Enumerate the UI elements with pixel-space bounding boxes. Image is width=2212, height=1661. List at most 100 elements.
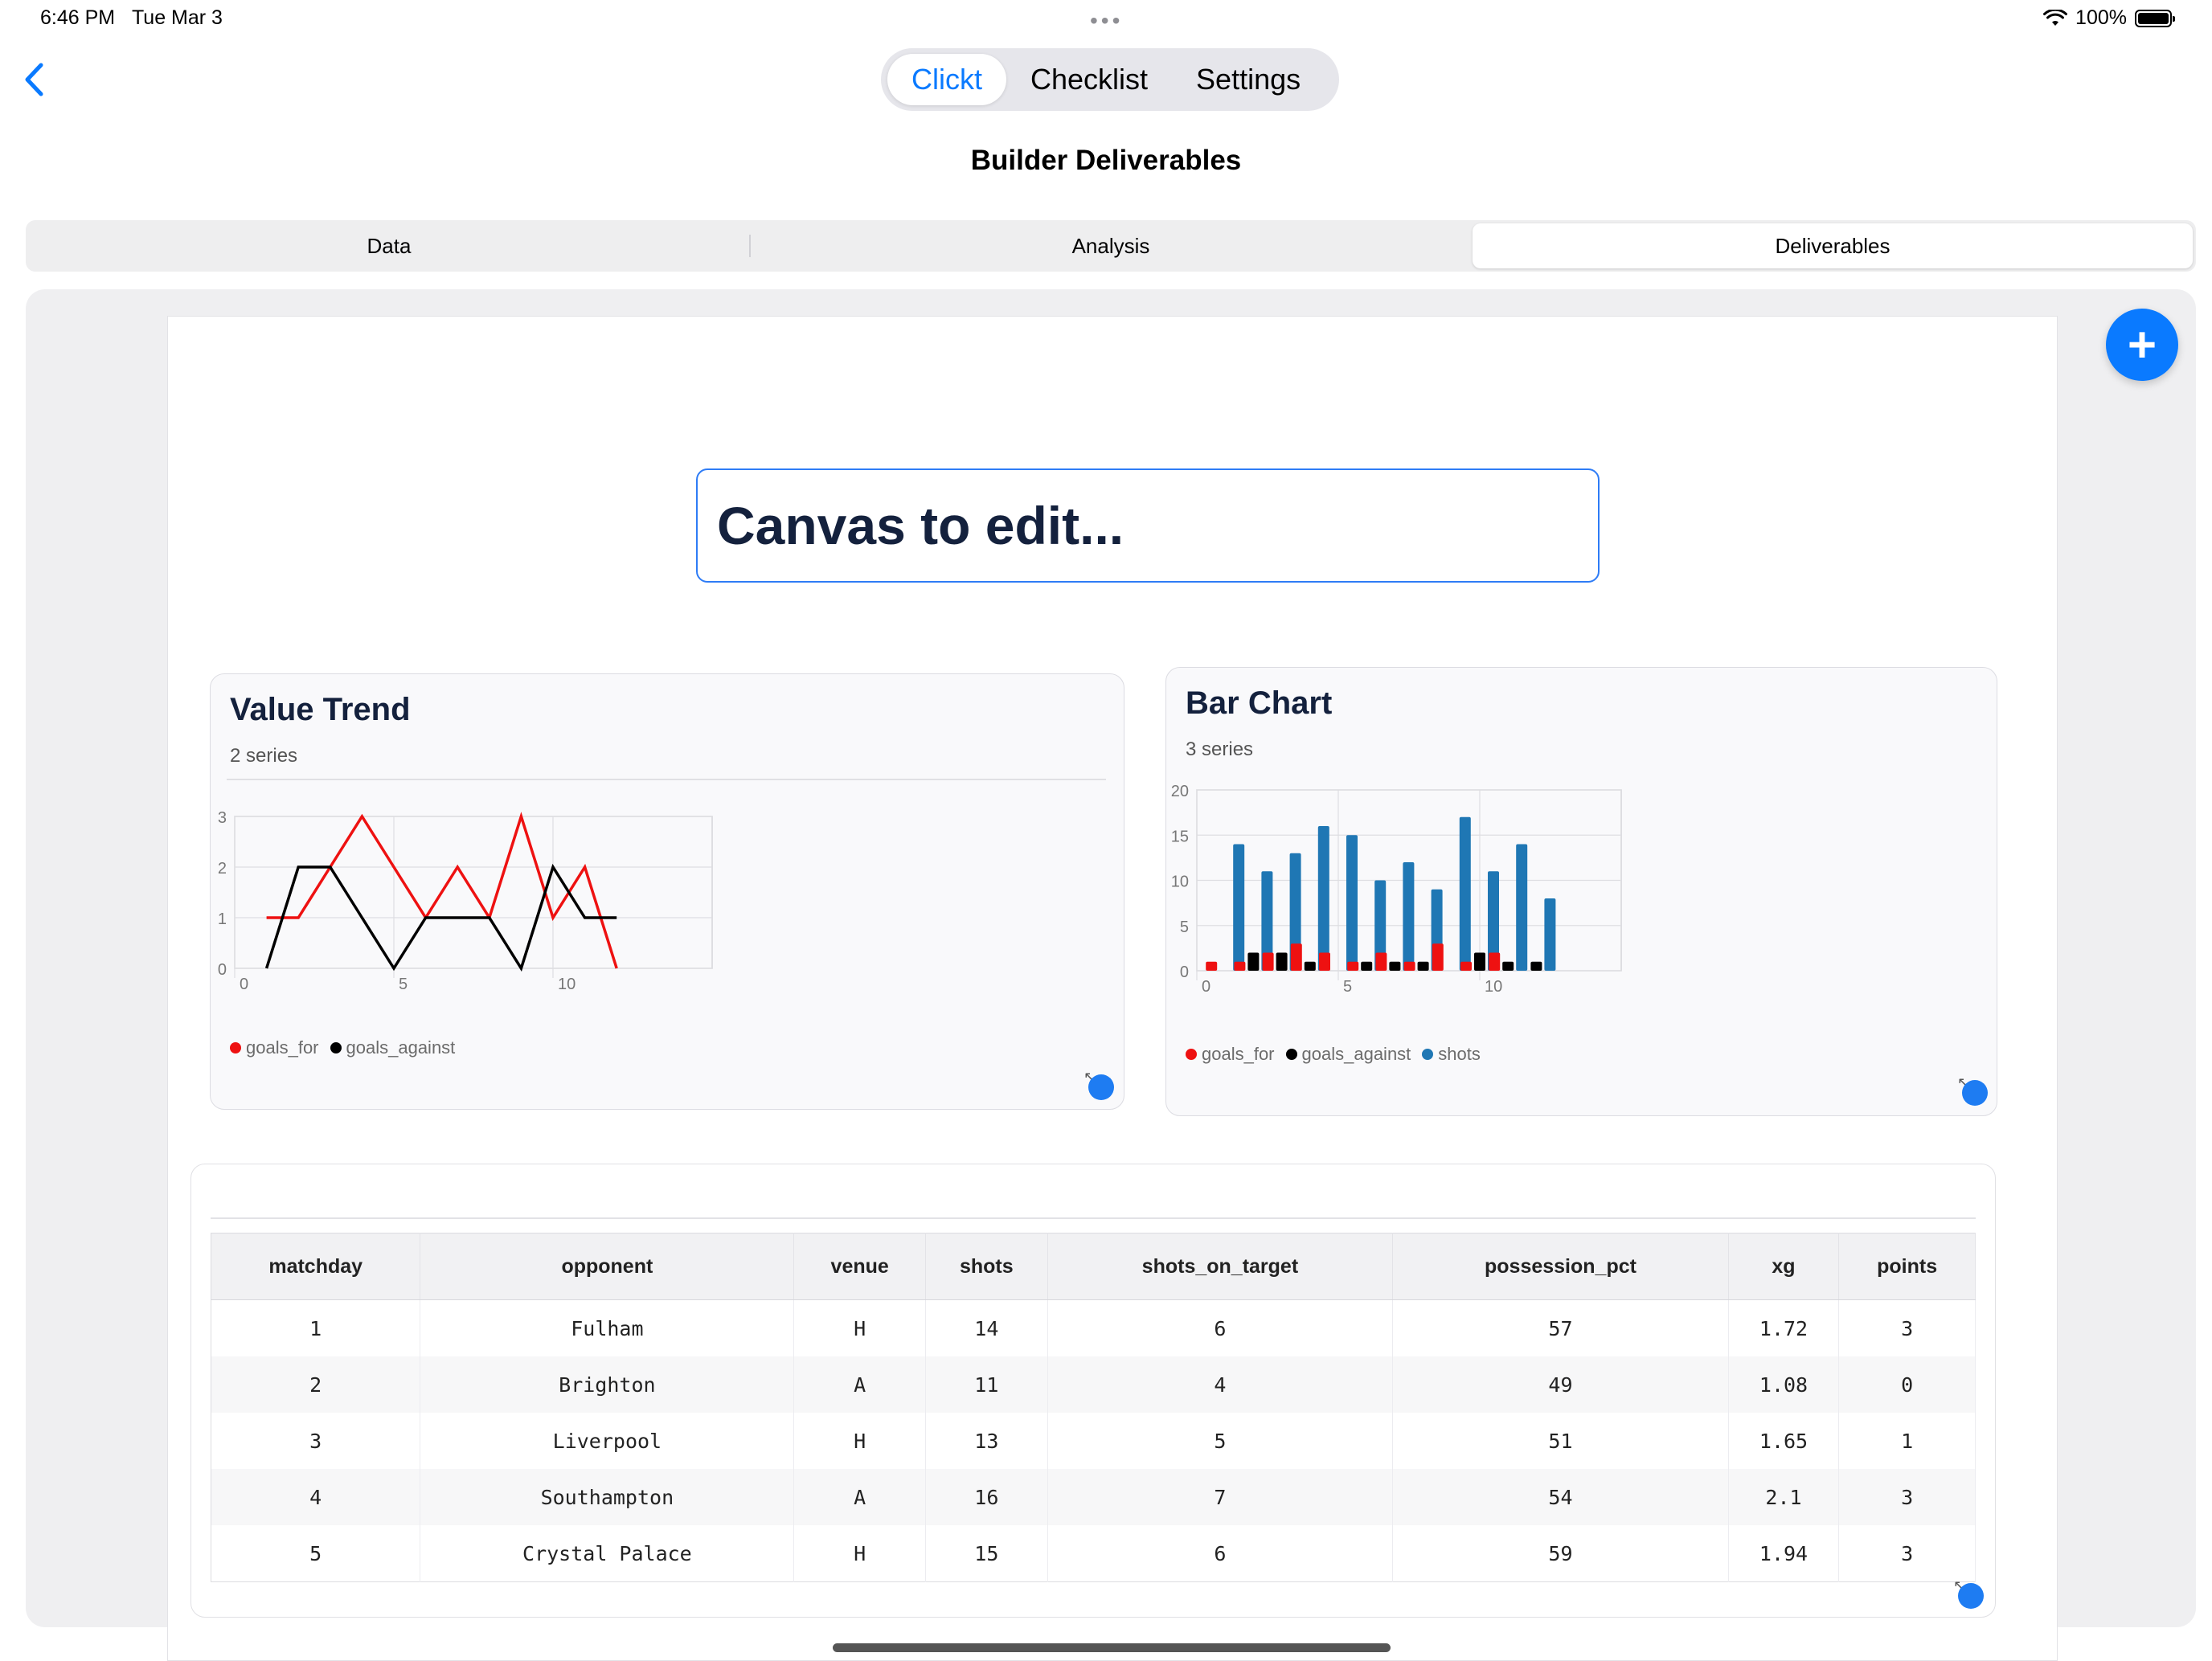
- y-tick-label: 2: [218, 860, 227, 878]
- back-button[interactable]: [16, 58, 51, 101]
- column-header-venue[interactable]: venue: [793, 1233, 927, 1300]
- table-row[interactable]: 5 Crystal Palace H 15 6 59 1.94 3: [211, 1525, 1976, 1582]
- bar-goals_for: [1460, 961, 1472, 971]
- y-tick-label: 1: [218, 910, 227, 928]
- top-tab-settings[interactable]: Settings: [1196, 63, 1301, 96]
- bar-goals_against: [1389, 961, 1401, 971]
- resize-handle[interactable]: [1958, 1583, 1984, 1609]
- section-tabs: Data Analysis Deliverables: [26, 220, 2196, 272]
- table-cell-shots_on_target: 6: [1047, 1299, 1394, 1356]
- y-tick-label: 0: [1180, 963, 1189, 981]
- line-chart-legend: goals_for goals_against: [230, 1037, 455, 1058]
- bar-chart-legend: goals_for goals_against shots: [1186, 1044, 1481, 1065]
- home-indicator[interactable]: [833, 1643, 1391, 1652]
- x-tick-label: 5: [1343, 978, 1352, 996]
- multitasking-dots-icon[interactable]: •••: [1090, 8, 1124, 33]
- table-header-row: matchday opponent venue shots shots_on_targe…: [211, 1233, 1976, 1300]
- table-cell-matchday: 3: [211, 1413, 421, 1469]
- status-right: 100%: [2043, 6, 2175, 30]
- y-tick-label: 20: [1171, 783, 1189, 800]
- table-cell-opponent: Brighton: [420, 1356, 795, 1413]
- tab-analysis[interactable]: Analysis: [1071, 233, 1150, 258]
- canvas-title-field[interactable]: Canvas to edit...: [696, 468, 1600, 583]
- resize-handle[interactable]: [1962, 1080, 1988, 1106]
- resize-handle[interactable]: [1088, 1074, 1114, 1100]
- tab-data[interactable]: Data: [367, 233, 412, 258]
- table-cell-venue: H: [793, 1525, 927, 1582]
- top-tab-clickt[interactable]: Clickt: [887, 54, 1006, 105]
- table-divider: [211, 1217, 1976, 1219]
- bar-chart-plot: 0 5 10 15 20 0 5 10: [1171, 783, 1622, 996]
- column-header-matchday[interactable]: matchday: [211, 1233, 421, 1300]
- bar-chart-card[interactable]: Bar Chart 3 series 0 5 10 15 20 0 5 10 goals_fo…: [1165, 667, 1997, 1116]
- legend-dot: [330, 1042, 342, 1053]
- line-chart-title: Value Trend: [230, 692, 411, 727]
- column-header-xg[interactable]: xg: [1728, 1233, 1840, 1300]
- bar-goals_against: [1276, 952, 1288, 971]
- column-header-shots[interactable]: shots: [925, 1233, 1048, 1300]
- bar-goals_for: [1489, 952, 1501, 971]
- column-header-possession_pct[interactable]: possession_pct: [1392, 1233, 1729, 1300]
- data-table: matchday opponent venue shots shots_on_targe…: [211, 1233, 1976, 1582]
- y-tick-label: 3: [218, 809, 227, 827]
- table-row[interactable]: 2 Brighton A 11 4 49 1.08 0: [211, 1356, 1976, 1413]
- table-cell-opponent: Southampton: [420, 1469, 795, 1525]
- legend-dot: [1285, 1049, 1297, 1060]
- bar-shots: [1403, 862, 1415, 971]
- table-card[interactable]: matchday opponent venue shots shots_on_targe…: [190, 1164, 1996, 1618]
- y-tick-label: 15: [1171, 828, 1189, 845]
- table-cell-venue: A: [793, 1469, 927, 1525]
- table-cell-possession_pct: 51: [1392, 1413, 1729, 1469]
- status-date: Tue Mar 3: [131, 6, 223, 29]
- legend-goals-for: goals_for: [230, 1037, 319, 1058]
- table-cell-points: 3: [1838, 1525, 1976, 1582]
- x-tick-label: 10: [558, 976, 576, 993]
- table-cell-shots: 11: [925, 1356, 1048, 1413]
- column-header-shots_on_target[interactable]: shots_on_target: [1047, 1233, 1394, 1300]
- bar-goals_for: [1234, 961, 1246, 971]
- top-tab-checklist[interactable]: Checklist: [1030, 63, 1149, 96]
- column-header-points[interactable]: points: [1838, 1233, 1976, 1300]
- chevron-left-icon: [25, 63, 43, 96]
- table-cell-shots: 16: [925, 1469, 1048, 1525]
- table-cell-opponent: Crystal Palace: [420, 1525, 795, 1582]
- table-cell-shots_on_target: 4: [1047, 1356, 1394, 1413]
- table-cell-xg: 1.94: [1728, 1525, 1840, 1582]
- table-cell-matchday: 4: [211, 1469, 421, 1525]
- bar-goals_for: [1375, 952, 1387, 971]
- add-element-button[interactable]: +: [2106, 309, 2178, 381]
- bar-shots: [1459, 816, 1471, 971]
- table-cell-xg: 1.72: [1728, 1299, 1840, 1356]
- table-cell-points: 1: [1838, 1413, 1976, 1469]
- table-cell-possession_pct: 49: [1392, 1356, 1729, 1413]
- line-chart-card[interactable]: Value Trend 2 series 0 1 2 3 0 5 10 goals_for …: [210, 673, 1124, 1110]
- card-divider: [227, 779, 1106, 780]
- column-header-opponent[interactable]: opponent: [420, 1233, 795, 1300]
- plus-icon: +: [2127, 317, 2157, 373]
- bar-shots: [1374, 880, 1387, 971]
- bar-shots: [1261, 871, 1273, 971]
- legend-goals-for: goals_for: [1186, 1044, 1275, 1065]
- bar-goals_for: [1206, 961, 1218, 971]
- bar-shots: [1516, 844, 1528, 971]
- status-time: 6:46 PM Tue Mar 3: [40, 6, 223, 29]
- wifi-icon: [2043, 9, 2068, 26]
- table-row[interactable]: 1 Fulham H 14 6 57 1.72 3: [211, 1299, 1976, 1356]
- x-tick-label: 0: [1202, 978, 1210, 996]
- bar-shots: [1544, 898, 1556, 971]
- bar-goals_against: [1361, 961, 1373, 971]
- table-cell-opponent: Liverpool: [420, 1413, 795, 1469]
- x-tick-label: 10: [1485, 978, 1502, 996]
- y-tick-label: 0: [218, 961, 227, 979]
- series-line-goals_against: [264, 863, 617, 972]
- bar-shots: [1317, 826, 1329, 971]
- bar-shots: [1488, 871, 1499, 971]
- bar-shots: [1289, 853, 1301, 971]
- table-row[interactable]: 3 Liverpool H 13 5 51 1.65 1: [211, 1413, 1976, 1469]
- tab-deliverables[interactable]: Deliverables: [1473, 223, 2193, 268]
- table-cell-venue: A: [793, 1356, 927, 1413]
- table-cell-shots_on_target: 7: [1047, 1469, 1394, 1525]
- table-cell-shots: 15: [925, 1525, 1048, 1582]
- table-row[interactable]: 4 Southampton A 16 7 54 2.1 3: [211, 1469, 1976, 1525]
- table-cell-xg: 2.1: [1728, 1469, 1840, 1525]
